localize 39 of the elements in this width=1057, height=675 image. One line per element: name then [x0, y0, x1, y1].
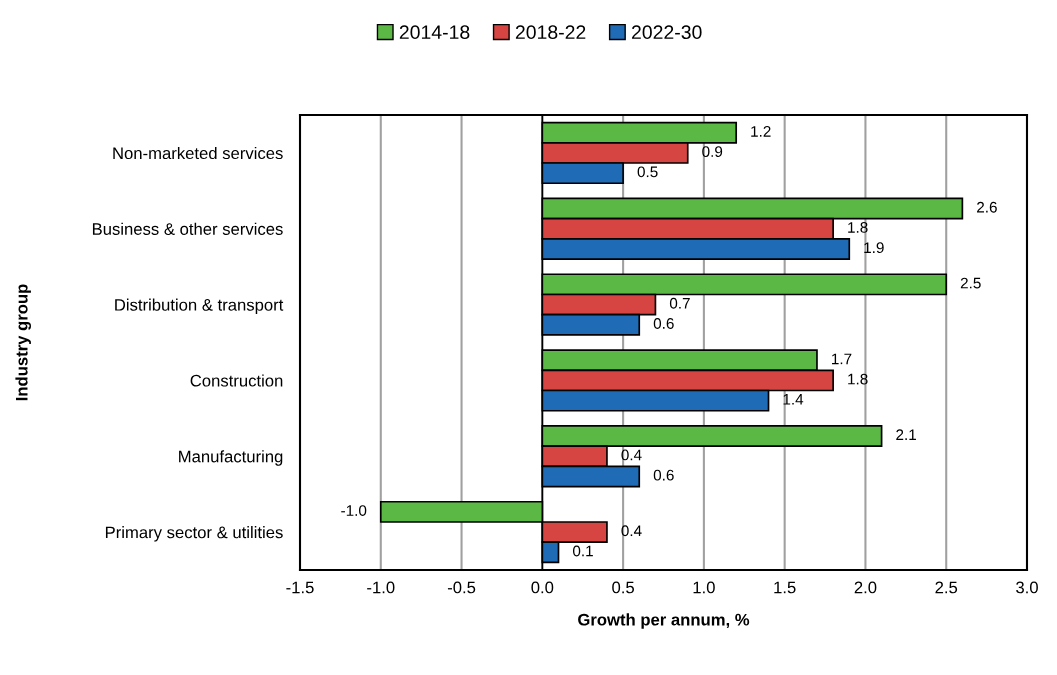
- data-label: -1.0: [341, 505, 367, 516]
- x-tick-label: 2.5: [935, 581, 958, 594]
- data-label: 1.8: [848, 222, 868, 233]
- x-tick-label: -0.5: [447, 581, 476, 594]
- x-tick-label: -1.5: [286, 581, 314, 594]
- legend-label: 2018-22: [515, 25, 586, 40]
- data-label: 1.4: [783, 394, 804, 405]
- data-label: 1.2: [751, 125, 771, 137]
- data-label: 0.1: [572, 545, 593, 557]
- x-tick-label: 2.0: [854, 581, 877, 594]
- data-label: 2.6: [977, 201, 997, 213]
- data-label: 1.9: [864, 242, 884, 254]
- data-label: 0.9: [702, 146, 723, 158]
- data-label: 0.6: [653, 469, 674, 481]
- y-tick-label: Non-marketed services: [113, 146, 283, 160]
- y-tick-label: Distribution & transport: [115, 298, 284, 315]
- x-tick-label: 0.0: [531, 581, 554, 594]
- data-label: 0.6: [653, 318, 674, 329]
- data-label: 1.7: [832, 353, 852, 365]
- y-tick-label: Manufacturing: [179, 450, 283, 466]
- data-label: 2.5: [960, 277, 981, 289]
- data-label: 1.8: [848, 373, 868, 385]
- data-label: 2.1: [896, 429, 916, 440]
- y-tick-label: Primary sector & utilities: [105, 526, 283, 542]
- data-label: 0.5: [637, 166, 658, 178]
- x-tick-label: -1.0: [367, 581, 395, 594]
- x-tick-label: 1.0: [693, 581, 715, 594]
- x-tick-label: 3.0: [1016, 581, 1038, 594]
- y-tick-label: Business & other services: [92, 222, 283, 235]
- data-label: 0.7: [669, 297, 690, 309]
- data-label: 0.4: [621, 525, 642, 537]
- x-tick-label: 0.5: [612, 581, 634, 594]
- x-axis-title: Growth per annum, %: [578, 613, 750, 629]
- legend-label: 2022-30: [631, 25, 702, 40]
- x-tick-label: 1.5: [774, 581, 796, 594]
- data-label: 0.4: [621, 449, 642, 461]
- legend-label: 2014-18: [399, 25, 470, 40]
- y-axis-title: Industry group: [15, 284, 32, 401]
- y-tick-label: Construction: [190, 374, 283, 387]
